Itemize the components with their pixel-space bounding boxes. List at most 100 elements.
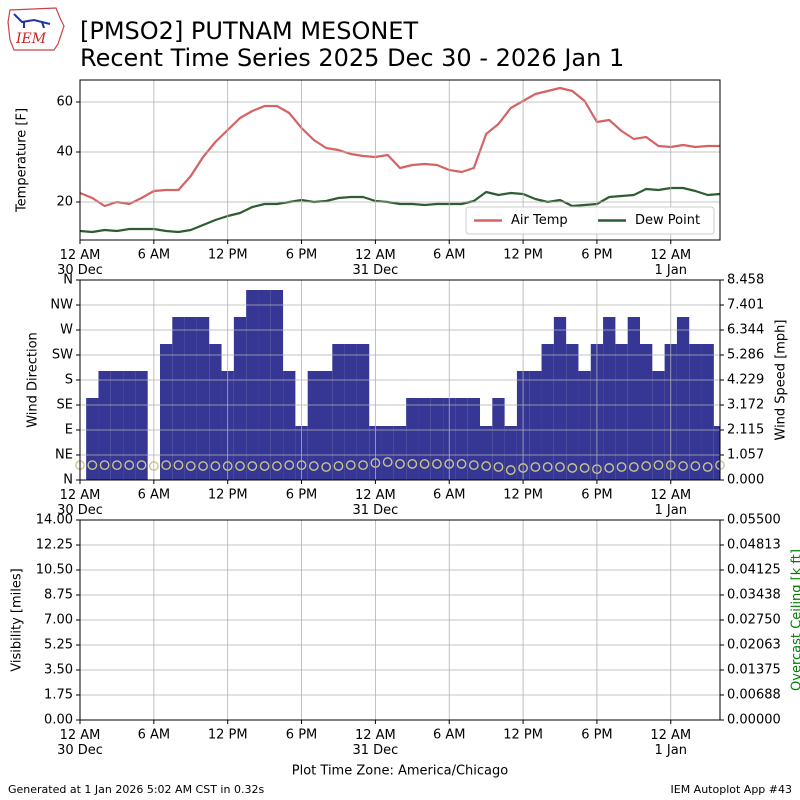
x-tick-label: 12 AM 31 Dec xyxy=(352,248,398,278)
wind-speed-point xyxy=(99,460,110,471)
axes-frame xyxy=(79,79,721,241)
bar xyxy=(307,371,320,480)
y-tick-label: 0.00 xyxy=(44,713,73,728)
wind-speed-point xyxy=(690,461,701,471)
bar xyxy=(603,317,616,480)
bar xyxy=(713,426,720,480)
x-tick-label: 12 AM 31 Dec xyxy=(352,728,398,758)
x-tick-label: 12 PM xyxy=(208,728,248,743)
bar xyxy=(541,344,554,480)
bar xyxy=(258,290,271,480)
bar xyxy=(689,344,702,480)
x-tick-label: 12 PM xyxy=(208,488,248,503)
x-tick-label: 12 PM xyxy=(503,248,543,263)
wind-speed-point xyxy=(308,461,319,471)
axes: 12 AM 30 Dec 6 AM 12 PM 6 PM 12 AM 31 Dec 6 AM 1… xyxy=(15,79,721,278)
y-tick-label: 12.25 xyxy=(36,538,73,553)
wind-speed-point xyxy=(124,460,135,471)
x-tick-label: 6 AM xyxy=(138,488,171,503)
y2-tick-label: 0.00688 xyxy=(727,687,781,702)
bar xyxy=(135,371,148,480)
axes: 12 AM 30 Dec 6 AM 12 PM 6 PM 12 AM 31 Dec 6 AM 1… xyxy=(26,273,789,518)
y2-tick-label: 0.02750 xyxy=(727,613,781,628)
y-tick-label: 7.00 xyxy=(44,613,73,628)
bar xyxy=(455,398,468,480)
y2-tick-label: 0.04813 xyxy=(727,537,781,552)
y2-tick-label: 0.00000 xyxy=(727,713,781,728)
legend: Air Temp Dew Point xyxy=(465,206,715,235)
y-tick-label: 40 xyxy=(56,145,73,160)
y-tick-label: SW xyxy=(52,348,73,363)
wind-speed-point xyxy=(272,461,282,471)
x-tick-label: 6 PM xyxy=(581,488,612,503)
bar xyxy=(246,290,259,480)
wind-speed-point xyxy=(456,459,467,469)
x-axis-label: Plot Time Zone: America/Chicago xyxy=(292,764,508,779)
y-tick-label: N xyxy=(63,273,73,288)
legend-box xyxy=(465,206,715,235)
y2-tick-label: 7.401 xyxy=(727,297,764,312)
bar xyxy=(196,317,210,480)
bar xyxy=(566,344,579,480)
y2-tick-label: 1.057 xyxy=(727,448,764,463)
bar xyxy=(283,371,296,480)
wind-speed-point xyxy=(210,461,221,471)
bar xyxy=(184,317,197,480)
wind-speed-point xyxy=(87,460,98,471)
bar xyxy=(627,317,640,480)
x-tick-label: 6 AM xyxy=(433,488,466,503)
legend-label: Air Temp xyxy=(511,213,568,228)
x-tick-label: 12 PM xyxy=(208,248,248,263)
x-tick-label: 6 AM xyxy=(433,728,466,743)
wind-speed-point xyxy=(235,461,245,471)
bar xyxy=(98,371,111,480)
bar xyxy=(233,317,247,480)
y2-tick-label: 2.115 xyxy=(727,422,764,437)
y2-tick-label: 0.03438 xyxy=(727,587,781,602)
wind-speed-point xyxy=(419,459,430,469)
x-tick-label: 12 PM xyxy=(503,728,543,743)
bar xyxy=(492,398,505,480)
panel: 12 AM 30 Dec 6 AM 12 PM 6 PM 12 AM 31 Dec 6 AM 1… xyxy=(26,273,789,518)
y2-tick-label: 5.286 xyxy=(727,348,764,363)
bar xyxy=(430,398,444,480)
y-tick-label: 10.50 xyxy=(36,563,73,578)
wind-speed-point xyxy=(641,461,652,471)
bar xyxy=(381,426,394,480)
line-series xyxy=(79,86,720,208)
y2-tick-label: 8.458 xyxy=(727,273,764,288)
y-tick-label: 8.75 xyxy=(44,588,73,603)
y2-tick-label: 0.05500 xyxy=(727,513,781,528)
y-tick-label: 14.00 xyxy=(36,513,73,528)
wind-speed-point xyxy=(358,460,368,471)
logo-lines xyxy=(13,13,51,29)
axes-frame xyxy=(79,519,721,721)
bar xyxy=(344,344,357,480)
wind-speed-point xyxy=(112,460,122,471)
y-axis-label: Visibility [miles] xyxy=(10,568,25,671)
x-tick-label: 6 PM xyxy=(581,728,612,743)
wind-speed-point xyxy=(247,461,258,471)
y-tick-label: 3.50 xyxy=(44,663,73,678)
x-tick-label: 6 PM xyxy=(581,248,612,263)
axes-frame xyxy=(79,279,721,481)
y-tick-label: E xyxy=(65,423,73,438)
wind-speed-point xyxy=(198,461,208,471)
wind-speed-point xyxy=(567,463,578,473)
bar xyxy=(320,371,333,480)
bar xyxy=(553,317,567,480)
x-tick-label: 12 AM 30 Dec xyxy=(57,728,103,758)
logo: IEM xyxy=(7,7,65,51)
line-series xyxy=(79,186,721,234)
x-tick-label: 12 AM 1 Jan xyxy=(650,248,691,278)
wind-speed-point xyxy=(481,461,492,471)
wind-speed-point xyxy=(530,462,541,472)
bar xyxy=(578,371,591,480)
wind-speed-point xyxy=(185,461,196,471)
footer-left: Generated at 1 Jan 2026 5:02 AM CST in 0… xyxy=(8,783,264,796)
bar xyxy=(393,426,407,480)
panel: 12 AM 30 Dec 6 AM 12 PM 6 PM 12 AM 31 Dec 6 AM 1… xyxy=(15,79,721,278)
x-tick-label: 6 PM xyxy=(286,728,317,743)
wind-speed-point xyxy=(173,460,184,471)
